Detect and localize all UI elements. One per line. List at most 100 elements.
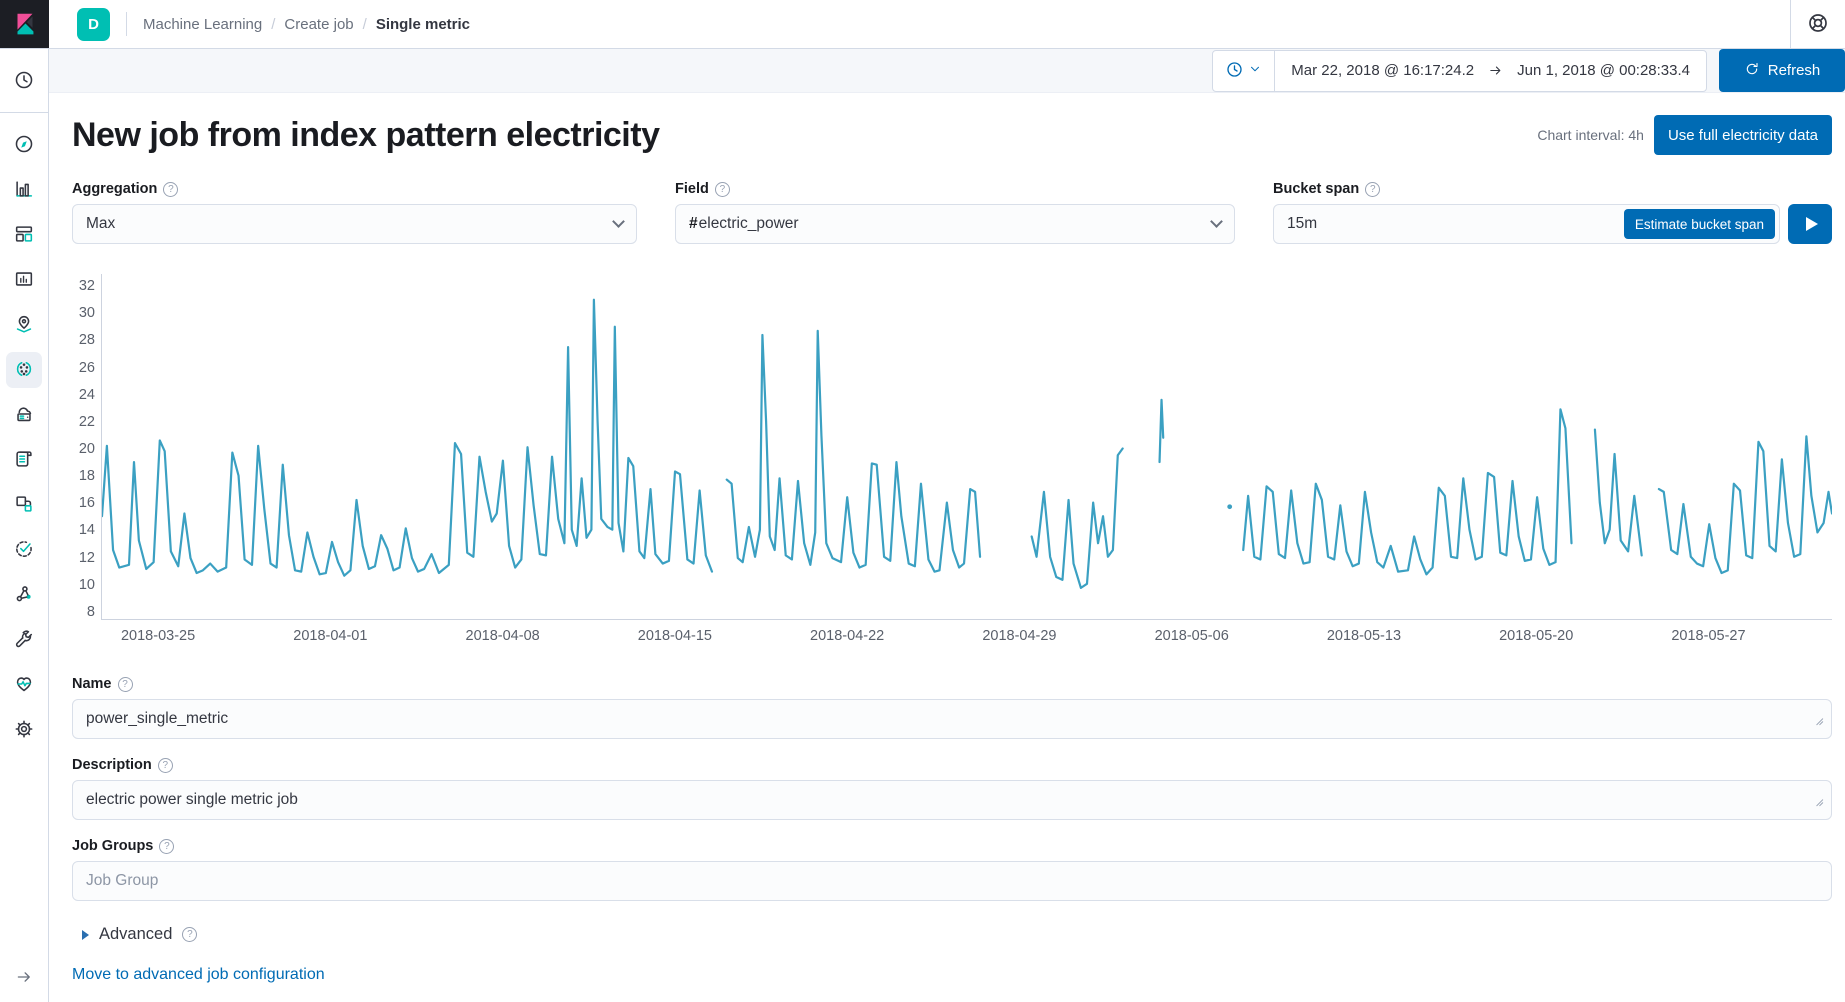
sidebar-item-monitoring[interactable]: [6, 667, 42, 703]
bucket-span-label: Bucket span: [1273, 181, 1360, 197]
bar-chart-icon: [13, 178, 35, 203]
y-axis-tick: 18: [78, 468, 95, 485]
x-axis-tick: 2018-05-06: [1154, 628, 1229, 644]
resize-handle-icon: [1811, 794, 1825, 813]
play-icon: [1805, 217, 1818, 231]
space-avatar[interactable]: D: [77, 7, 110, 41]
chart-interval-label: Chart interval: 4h: [1537, 127, 1644, 143]
help-button[interactable]: [1791, 0, 1845, 48]
kibana-logo-icon: [17, 13, 33, 35]
x-axis-tick: 2018-04-08: [465, 628, 540, 644]
help-tooltip-icon[interactable]: ?: [1365, 181, 1381, 197]
advanced-accordion-toggle[interactable]: Advanced ?: [82, 925, 1832, 944]
collapse-nav-button[interactable]: [6, 960, 42, 996]
header-divider: [1790, 0, 1791, 48]
move-to-advanced-link[interactable]: Move to advanced job configuration: [72, 966, 325, 983]
sidebar-item-uptime[interactable]: [6, 532, 42, 568]
use-full-data-button[interactable]: Use full electricity data: [1653, 115, 1832, 155]
aggregation-label: Aggregation: [72, 181, 158, 197]
sidebar-item-apm[interactable]: [6, 397, 42, 433]
infra-icon: [13, 493, 35, 518]
arrow-right-icon: [1488, 63, 1503, 78]
field-select[interactable]: #electric_power: [675, 204, 1235, 244]
compass-icon: [13, 133, 35, 158]
chart-y-axis: 32 30 28 26 24 22 20 18 16 14 12 10 8: [72, 274, 101, 620]
y-axis-tick: 28: [78, 332, 95, 349]
timepicker-quick-menu-button[interactable]: [1213, 50, 1276, 91]
header-divider: [126, 12, 127, 36]
sidebar-item-recently-viewed[interactable]: [6, 63, 42, 99]
help-tooltip-icon[interactable]: ?: [714, 181, 730, 197]
sidebar-item-logs[interactable]: [6, 442, 42, 478]
sidebar-item-dev-tools[interactable]: [6, 622, 42, 658]
field-label: Field: [675, 181, 709, 197]
apm-icon: [13, 403, 35, 428]
logs-icon: [13, 448, 35, 473]
y-axis-tick: 26: [78, 359, 95, 376]
y-axis-tick: 10: [78, 576, 95, 593]
help-tooltip-icon[interactable]: ?: [182, 927, 198, 942]
x-axis-tick: 2018-05-27: [1671, 628, 1746, 644]
sidebar-item-visualize[interactable]: [6, 172, 42, 208]
y-axis-tick: 14: [78, 522, 95, 539]
uptime-icon: [13, 538, 35, 563]
start-date[interactable]: Mar 22, 2018 @ 16:17:24.2: [1291, 62, 1475, 79]
life-ring-icon: [1806, 11, 1830, 38]
top-header: D Machine Learning / Create job / Single…: [0, 0, 1845, 49]
description-label: Description: [72, 757, 152, 773]
kibana-logo[interactable]: [0, 0, 49, 48]
advanced-label: Advanced: [99, 925, 173, 943]
x-axis-tick: 2018-04-29: [982, 628, 1057, 644]
y-axis-tick: 20: [78, 441, 95, 458]
x-axis-tick: 2018-05-20: [1499, 628, 1574, 644]
page-title: New job from index pattern electricity: [72, 115, 660, 154]
canvas-icon: [13, 268, 35, 293]
aggregation-group: Aggregation ? Max: [72, 181, 637, 244]
help-tooltip-icon[interactable]: ?: [157, 757, 173, 773]
x-axis-tick: 2018-03-25: [120, 628, 196, 644]
help-tooltip-icon[interactable]: ?: [163, 181, 179, 197]
y-axis-tick: 24: [78, 386, 95, 403]
refresh-button[interactable]: Refresh: [1719, 49, 1845, 92]
breadcrumb-create-job[interactable]: Create job: [284, 15, 354, 33]
aggregation-select[interactable]: Max: [72, 204, 637, 244]
sidebar-item-infrastructure[interactable]: [6, 487, 42, 523]
resize-handle-icon: [1811, 713, 1825, 732]
name-label: Name: [72, 676, 112, 692]
date-range-picker: Mar 22, 2018 @ 16:17:24.2 Jun 1, 2018 @ …: [1212, 49, 1707, 92]
y-axis-tick: 12: [78, 549, 95, 566]
refresh-icon: [1744, 61, 1760, 81]
job-groups-input[interactable]: [72, 861, 1832, 901]
sidebar-item-machine-learning[interactable]: [6, 352, 42, 388]
help-tooltip-icon[interactable]: ?: [117, 676, 133, 692]
run-preview-button[interactable]: [1788, 204, 1832, 244]
sidebar-item-graph[interactable]: [6, 577, 42, 613]
time-filter-bar: Mar 22, 2018 @ 16:17:24.2 Jun 1, 2018 @ …: [49, 49, 1845, 93]
ml-icon: [13, 358, 35, 383]
sidebar-item-dashboard[interactable]: [6, 217, 42, 253]
metric-preview-chart: 32 30 28 26 24 22 20 18 16 14 12 10 8 2018-03-25 2018…: [72, 274, 1832, 650]
help-tooltip-icon[interactable]: ?: [159, 838, 175, 854]
y-axis-tick: 30: [78, 305, 95, 322]
job-description-input[interactable]: [72, 780, 1832, 820]
end-date[interactable]: Jun 1, 2018 @ 00:28:33.4: [1517, 62, 1690, 79]
job-groups-group: Job Groups ?: [72, 838, 1832, 901]
heartbeat-icon: [13, 673, 35, 698]
breadcrumb: Machine Learning / Create job / Single m…: [143, 15, 471, 33]
breadcrumb-machine-learning[interactable]: Machine Learning: [143, 15, 263, 33]
number-field-icon: #: [689, 215, 698, 232]
sidebar-item-management[interactable]: [6, 712, 42, 748]
graph-icon: [13, 583, 35, 608]
job-description-group: Description ?: [72, 757, 1832, 820]
x-axis-tick: 2018-05-13: [1326, 628, 1402, 644]
job-name-input[interactable]: [72, 699, 1832, 739]
sidebar-item-maps[interactable]: [6, 307, 42, 343]
sidebar-divider: [0, 112, 49, 113]
bucket-span-group: Bucket span ? Estimate bucket span: [1273, 181, 1832, 244]
estimate-bucket-span-button[interactable]: Estimate bucket span: [1623, 209, 1775, 239]
sidebar-item-canvas[interactable]: [6, 262, 42, 298]
chevron-down-icon: [612, 215, 625, 228]
clock-icon: [1225, 60, 1244, 82]
dashboard-icon: [13, 223, 35, 248]
sidebar-item-discover[interactable]: [6, 127, 42, 163]
